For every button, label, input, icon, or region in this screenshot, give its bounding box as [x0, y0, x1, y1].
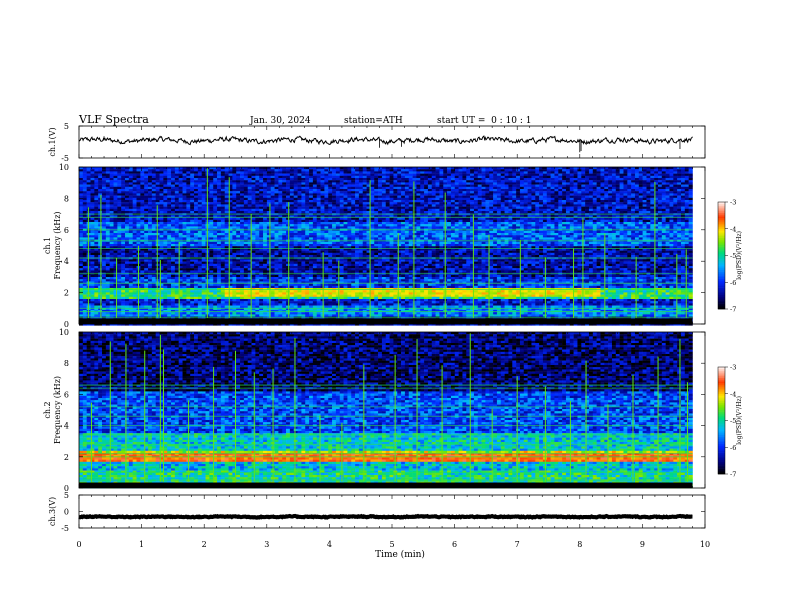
ch1-spectrogram-colorbar-tick-label: -3 — [730, 199, 736, 207]
ch3-waveform-ytick-label: 5 — [64, 491, 69, 500]
time-tick-label: 6 — [452, 540, 457, 549]
ch1-spectrogram-low-strip — [79, 318, 693, 324]
ch1-colorbar: -3 -4 -5 -6 -7 log(PSD)(V²/Hz) — [717, 199, 743, 314]
ch3-waveform-ytick-label: 0 — [64, 508, 69, 517]
time-tick-label: 2 — [202, 540, 207, 549]
ch3-waveform-ylabel: ch.3(V) — [48, 497, 57, 526]
ch1-waveform-panel: 5 -5 ch.1(V) — [48, 122, 706, 163]
ch2-spectrogram-colorbar-label: log(PSD)(V²/Hz) — [736, 396, 743, 445]
ch1-waveform-ytick-label: -5 — [61, 154, 69, 163]
station-label: station=ATH — [344, 116, 403, 126]
ch1-spectrogram-ytick-label: 8 — [64, 194, 69, 203]
time-tick-label: 3 — [264, 540, 269, 549]
ch1-spectrogram-panel: 0 2 4 6 8 10 ch.1Frequency (kHz) — [43, 163, 706, 329]
ch1-waveform-ylabel: ch.1(V) — [48, 127, 57, 156]
ch3-waveform-frame — [78, 494, 706, 529]
ch2-spectrogram-ytick-label: 10 — [59, 328, 69, 337]
ch1-waveform-trace — [78, 135, 693, 146]
x-axis-label: Time (min) — [375, 549, 425, 560]
ch2-spectrogram-low-strip — [79, 482, 693, 488]
time-tick-label: 9 — [640, 540, 645, 549]
ch2-spectrogram-ylabel: ch.2Frequency (kHz) — [43, 376, 62, 444]
ch2-spectrogram-colorbar-tick-label: -6 — [730, 444, 736, 452]
time-tick-label: 1 — [139, 540, 144, 549]
ch2-spectrogram-ytick-label: 8 — [64, 359, 69, 368]
figure-title: VLF Spectra — [78, 113, 149, 126]
ch2-spectrogram-colorbar-tick-label: -7 — [730, 471, 736, 479]
ch1-spectrogram-ytick-label: 6 — [64, 226, 69, 235]
ch2-spectrogram-panel: 0 2 4 6 8 10 ch.2Frequency (kHz) — [43, 328, 706, 493]
ch3-waveform-panel: 5 0 -5 ch.3(V) — [48, 491, 706, 533]
time-tick-label: 4 — [327, 540, 332, 549]
ch2-spectrogram-ytick-label: 6 — [64, 390, 69, 399]
time-axis: 0 1 2 3 4 5 6 7 8 9 10 — [76, 540, 710, 549]
ch2-spectrogram-ytick-label: 2 — [64, 453, 69, 462]
ch1-spectrogram-colorbar-label: log(PSD)(V²/Hz) — [736, 231, 743, 280]
date-label: Jan. 30, 2024 — [249, 116, 311, 126]
ch1-spectrogram-colorbar-tick-label: -6 — [730, 279, 736, 287]
time-tick-label: 7 — [515, 540, 520, 549]
ch2-spectrogram-ytick-label: 0 — [64, 484, 69, 493]
ch1-spectrogram-ytick-label: 4 — [64, 257, 69, 266]
ch1-spectrogram-colorbar-tick-label: -5 — [730, 252, 736, 260]
ch1-spectrogram-ylabel: ch.1Frequency (kHz) — [43, 211, 62, 279]
ch1-spectrogram-colorbar-tick-label: -4 — [730, 225, 736, 233]
ch3-waveform-trace — [78, 513, 693, 520]
ch1-spectrogram-ytick-label: 0 — [64, 320, 69, 329]
ch2-spectrogram-colorbar-tick-label: -5 — [730, 417, 736, 425]
ch1-spectrogram-colorbar-tick-label: -7 — [730, 306, 736, 314]
ch1-spectrogram-cells — [79, 167, 693, 326]
start-ut-label: start UT = 0 : 10 : 1 — [437, 116, 532, 126]
ch1-waveform-ytick-label: 5 — [64, 122, 69, 131]
ch1-spectrogram-ytick-label: 10 — [59, 163, 69, 172]
ch2-spectrogram-colorbar-tick-label: -4 — [730, 390, 736, 398]
ch3-waveform-ytick-label: -5 — [61, 524, 69, 533]
time-tick-label: 10 — [700, 540, 710, 549]
time-tick-label: 8 — [577, 540, 582, 549]
ch1-spectrogram-ytick-label: 2 — [64, 289, 69, 298]
ch2-colorbar: -3 -4 -5 -6 -7 log(PSD)(V²/Hz) — [717, 364, 743, 479]
time-tick-label: 0 — [76, 540, 81, 549]
ch2-spectrogram-cells — [79, 332, 693, 489]
ch2-spectrogram-ytick-label: 4 — [64, 422, 69, 431]
time-tick-label: 5 — [389, 540, 394, 549]
ch2-spectrogram-colorbar-tick-label: -3 — [730, 364, 736, 372]
